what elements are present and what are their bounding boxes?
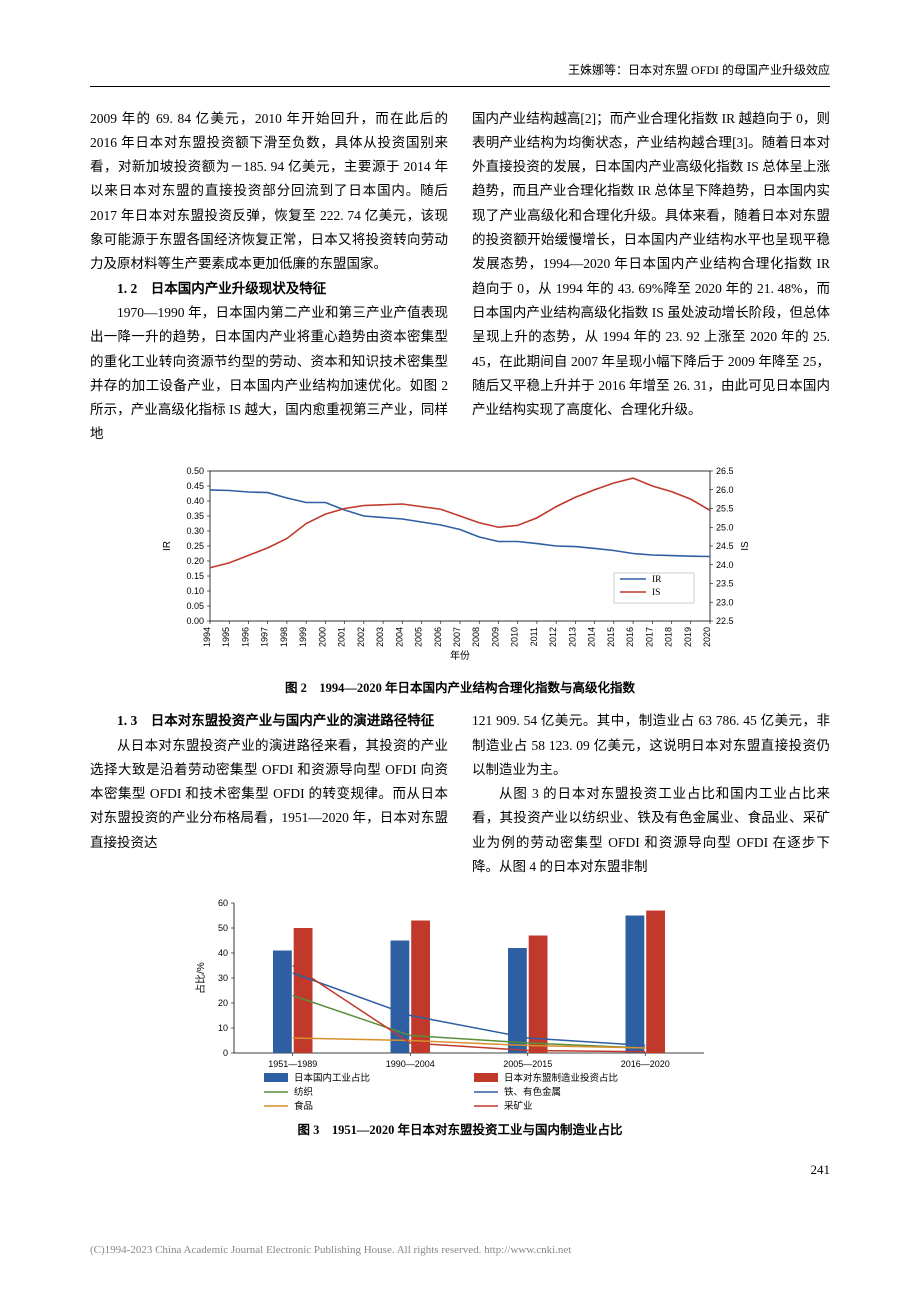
svg-text:10: 10 [218,1023,228,1033]
svg-text:2001: 2001 [337,627,347,647]
svg-text:占比/%: 占比/% [194,962,207,994]
svg-text:0.35: 0.35 [186,511,204,521]
svg-text:1951—1989: 1951—1989 [268,1059,317,1069]
figure-2: 0.00 0.05 0.10 0.15 0.20 0.25 0.30 0.35 0.40 0.45… [90,461,830,700]
svg-text:0.15: 0.15 [186,571,204,581]
svg-text:2012: 2012 [548,627,558,647]
heading-1-3: 1. 3 日本对东盟投资产业与国内产业的演进路径特征 [90,709,448,733]
svg-text:2003: 2003 [375,627,385,647]
svg-text:2005: 2005 [414,627,424,647]
fig3-chart: 0 10 20 30 40 50 60 占比/% 1951—1989 1990—2004 2005—… [180,893,740,1113]
svg-text:日本对东盟制造业投资占比: 日本对东盟制造业投资占比 [504,1072,618,1084]
svg-text:2008: 2008 [471,627,481,647]
svg-text:0.05: 0.05 [186,601,204,611]
heading-1-2: 1. 2 日本国内产业升级现状及特征 [90,277,448,301]
svg-text:年份: 年份 [450,649,470,662]
svg-text:0: 0 [223,1048,228,1058]
svg-text:食品: 食品 [294,1100,313,1112]
svg-text:1990—2004: 1990—2004 [386,1059,435,1069]
svg-text:60: 60 [218,898,228,908]
svg-text:IR: IR [162,541,173,551]
svg-text:2007: 2007 [452,627,462,647]
para-1-3a: 从日本对东盟投资产业的演进路径来看，其投资的产业选择大致是沿着劳动密集型 OFD… [90,734,448,855]
svg-text:50: 50 [218,923,228,933]
svg-text:IS: IS [740,541,751,551]
text-block-1: 2009 年的 69. 84 亿美元，2010 年开始回升，而在此后的 2016… [90,107,830,447]
svg-text:0.25: 0.25 [186,541,204,551]
para-continuation: 2009 年的 69. 84 亿美元，2010 年开始回升，而在此后的 2016… [90,107,448,277]
fig3-caption: 图 3 1951—2020 年日本对东盟投资工业与国内制造业占比 [90,1119,830,1142]
svg-text:25.5: 25.5 [716,503,734,513]
svg-text:1994: 1994 [202,627,212,647]
text-block-2: 1. 3 日本对东盟投资产业与国内产业的演进路径特征 从日本对东盟投资产业的演进… [90,709,830,879]
svg-text:22.5: 22.5 [716,616,734,626]
svg-text:1999: 1999 [298,627,308,647]
svg-text:25.0: 25.0 [716,522,734,532]
footer-copyright: (C)1994-2023 China Academic Journal Elec… [90,1241,830,1261]
svg-text:1995: 1995 [221,627,231,647]
page-number: 241 [90,1158,830,1181]
fig2-chart: 0.00 0.05 0.10 0.15 0.20 0.25 0.30 0.35 0.40 0.45… [150,461,770,671]
svg-text:26.5: 26.5 [716,466,734,476]
svg-text:2016: 2016 [625,627,635,647]
svg-text:2000: 2000 [317,627,327,647]
svg-text:26.0: 26.0 [716,485,734,495]
svg-text:1998: 1998 [279,627,289,647]
svg-text:纺织: 纺织 [294,1086,313,1098]
svg-text:2020: 2020 [702,627,712,647]
svg-text:IR: IR [652,575,662,585]
svg-text:2011: 2011 [529,627,539,646]
svg-text:2018: 2018 [664,627,674,647]
svg-text:0.30: 0.30 [186,526,204,536]
para-right-col: 国内产业结构越高[2]；而产业合理化指数 IR 越趋向于 0，则表明产业结构为均… [472,107,830,423]
svg-text:24.0: 24.0 [716,560,734,570]
svg-text:1996: 1996 [240,627,250,647]
svg-text:20: 20 [218,998,228,1008]
svg-text:2004: 2004 [394,627,404,647]
svg-text:2019: 2019 [683,627,693,647]
svg-text:IS: IS [652,588,660,598]
svg-text:铁、有色金属: 铁、有色金属 [504,1086,561,1098]
svg-text:2014: 2014 [587,627,597,647]
svg-text:23.0: 23.0 [716,597,734,607]
para-1-3c: 从图 3 的日本对东盟投资工业占比和国内工业占比来看，其投资产业以纺织业、铁及有… [472,782,830,879]
svg-text:23.5: 23.5 [716,578,734,588]
svg-text:0.45: 0.45 [186,481,204,491]
svg-text:2006: 2006 [433,627,443,647]
svg-text:0.20: 0.20 [186,556,204,566]
svg-text:2010: 2010 [510,627,520,647]
svg-text:2009: 2009 [490,627,500,647]
svg-text:0.10: 0.10 [186,586,204,596]
svg-text:1997: 1997 [260,627,270,647]
svg-text:0.00: 0.00 [186,616,204,626]
svg-text:2002: 2002 [356,627,366,647]
svg-text:24.5: 24.5 [716,541,734,551]
running-header: 王姝娜等：日本对东盟 OFDI 的母国产业升级效应 [90,60,830,87]
svg-text:2013: 2013 [567,627,577,647]
para-1-2: 1970—1990 年，日本国内第二产业和第三产业产值表现出一降一升的趋势，日本… [90,301,448,447]
para-1-3b: 121 909. 54 亿美元。其中，制造业占 63 786. 45 亿美元，非… [472,709,830,782]
fig2-caption: 图 2 1994—2020 年日本国内产业结构合理化指数与高级化指数 [90,677,830,700]
svg-text:采矿业: 采矿业 [504,1100,533,1112]
svg-text:2017: 2017 [644,627,654,647]
svg-text:0.50: 0.50 [186,466,204,476]
svg-text:40: 40 [218,948,228,958]
svg-text:0.40: 0.40 [186,496,204,506]
svg-text:日本国内工业占比: 日本国内工业占比 [294,1072,370,1084]
svg-text:2016—2020: 2016—2020 [621,1059,670,1069]
svg-text:30: 30 [218,973,228,983]
figure-3: 0 10 20 30 40 50 60 占比/% 1951—1989 1990—2004 2005—… [90,893,830,1142]
svg-text:2015: 2015 [606,627,616,647]
svg-text:2005—2015: 2005—2015 [503,1059,552,1069]
